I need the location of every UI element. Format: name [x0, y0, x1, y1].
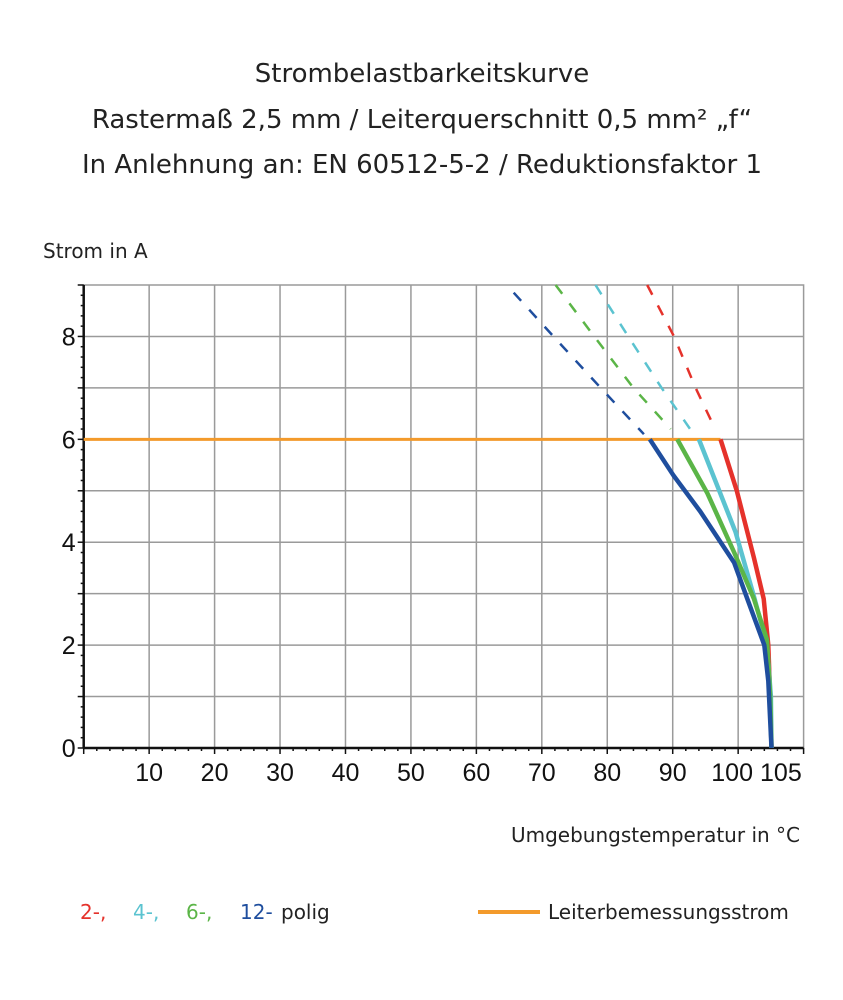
series-12polig-line	[647, 438, 774, 749]
chart-title-line-3: In Anlehnung an: EN 60512-5-2 / Reduktio…	[82, 150, 762, 180]
x-tick-label: 70	[528, 759, 556, 787]
x-tick-label: 10	[135, 759, 163, 787]
legend-item-2-polig: 2-,	[80, 900, 106, 924]
x-tick-label: 105	[760, 759, 802, 787]
y-tick-label: 4	[62, 529, 76, 557]
y-tick-label: 0	[62, 735, 76, 763]
series-6polig-dashed-line	[554, 284, 672, 430]
x-tick-label: 30	[266, 759, 294, 787]
series-4polig-dashed-line	[594, 284, 695, 435]
legend-item-12-polig: 12-	[240, 900, 273, 924]
x-tick-label: 90	[659, 759, 687, 787]
plot-border	[82, 284, 805, 749]
plot-area: 10 20 30 40 50 60 70 80 90 100 105 0 2 4 6 8	[62, 284, 805, 787]
chart-title-line-1: Strombelastbarkeitskurve	[255, 59, 589, 89]
legend: 2-, 4-, 6-, 12- polig Leiterbemessungsst…	[80, 900, 789, 924]
chart-title-line-2: Rastermaß 2,5 mm / Leiterquerschnitt 0,5…	[92, 105, 752, 135]
x-tick-label: 50	[397, 759, 425, 787]
x-tick-label: 40	[332, 759, 360, 787]
y-axis-label: Strom in A	[43, 239, 148, 263]
x-tick-label: 60	[462, 759, 490, 787]
x-tick-label: 100	[711, 759, 753, 787]
x-tick-label: 20	[201, 759, 229, 787]
x-tick-label: 80	[593, 759, 621, 787]
y-tick-label: 8	[62, 323, 76, 351]
y-tick-label: 2	[62, 632, 76, 660]
x-axis-label: Umgebungstemperatur in °C	[511, 823, 800, 847]
y-tick-label: 6	[62, 426, 76, 454]
series-12polig-dashed-line	[512, 291, 645, 436]
legend-item-4-polig: 4-,	[133, 900, 159, 924]
legend-item-rated-current: Leiterbemessungsstrom	[548, 900, 789, 924]
legend-item-6-polig: 6-,	[186, 900, 212, 924]
legend-suffix-polig: polig	[281, 900, 330, 924]
series-2polig-dashed-line	[646, 284, 717, 430]
